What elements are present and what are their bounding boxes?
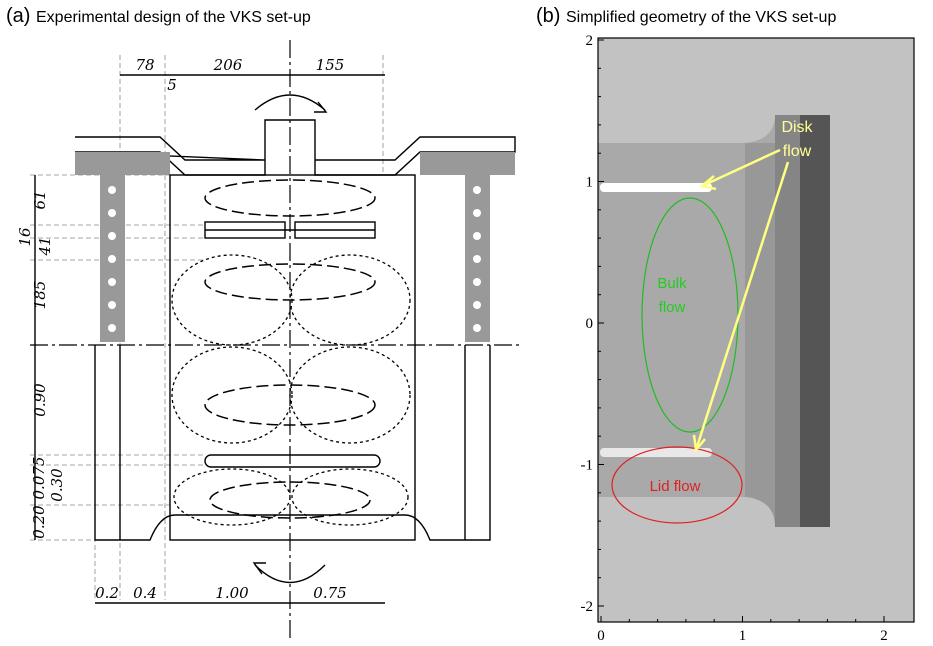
dimension-label: 61: [31, 190, 49, 209]
coil-holes: [108, 186, 481, 332]
dimension-label: 0.20: [30, 505, 48, 539]
flow-label: Disk: [781, 119, 813, 136]
x-tick-label: 1: [739, 628, 747, 644]
bottom-jacket: [95, 345, 490, 540]
hole: [473, 301, 481, 309]
hole: [473, 255, 481, 263]
hole: [108, 278, 116, 286]
dimension-label: 41: [36, 236, 54, 256]
dimension-label: 0.75: [313, 584, 346, 602]
panel-tag: (b): [536, 5, 560, 27]
hole: [473, 232, 481, 240]
y-tick-label: 2: [586, 33, 594, 49]
hole: [473, 186, 481, 194]
panel-tag: (a): [6, 5, 30, 27]
panel-a: (a) Experimental design of the VKS set-u…: [6, 5, 520, 640]
y-tick-label: -2: [581, 599, 594, 615]
dimension-label: 16: [16, 227, 34, 247]
flow-label: flow: [659, 299, 686, 316]
y-tick-label: 0: [586, 316, 594, 332]
hole: [108, 209, 116, 217]
hole: [108, 255, 116, 263]
y-tick-label: -1: [581, 458, 594, 474]
wall: [745, 143, 775, 527]
x-tick-label: 2: [880, 628, 888, 644]
hole: [108, 232, 116, 240]
dimension-label: 5: [167, 76, 177, 94]
lid: [205, 455, 380, 467]
hole: [473, 209, 481, 217]
dimension-label: 185: [31, 281, 49, 310]
dimension-label: 155: [316, 56, 345, 74]
hole: [473, 324, 481, 332]
coil-column: [465, 152, 490, 342]
dimension-label: 1.00: [215, 584, 249, 602]
figure: (a) Experimental design of the VKS set-u…: [0, 0, 933, 646]
hole: [108, 301, 116, 309]
wall: [775, 115, 800, 527]
x-tick-label: 0: [597, 628, 605, 644]
dimension-label: 78: [135, 56, 154, 74]
flow-lines: [172, 95, 410, 583]
panel-b: (b) Simplified geometry of the VKS set-u…: [536, 5, 914, 644]
flow-label: Bulk: [657, 275, 687, 292]
dimension-label: 0.2: [95, 584, 119, 602]
copper-layer: [800, 115, 830, 527]
coil-column: [100, 152, 125, 342]
hole: [108, 186, 116, 194]
dimension-label: 0.4: [133, 584, 157, 602]
dimension-label: 0.30: [48, 468, 66, 502]
flow-label: Lid flow: [650, 478, 701, 495]
y-tick-label: 1: [586, 175, 594, 191]
dimension-label: 0.075: [30, 457, 48, 500]
dimension-label: 0.90: [31, 383, 49, 417]
dimension-label: 206: [213, 56, 243, 74]
hole: [108, 324, 116, 332]
panel-title: Experimental design of the VKS set-up: [36, 9, 311, 26]
disk: [600, 183, 712, 192]
flow-label: flow: [783, 143, 812, 160]
panel-title: Simplified geometry of the VKS set-up: [566, 9, 836, 26]
hole: [473, 278, 481, 286]
